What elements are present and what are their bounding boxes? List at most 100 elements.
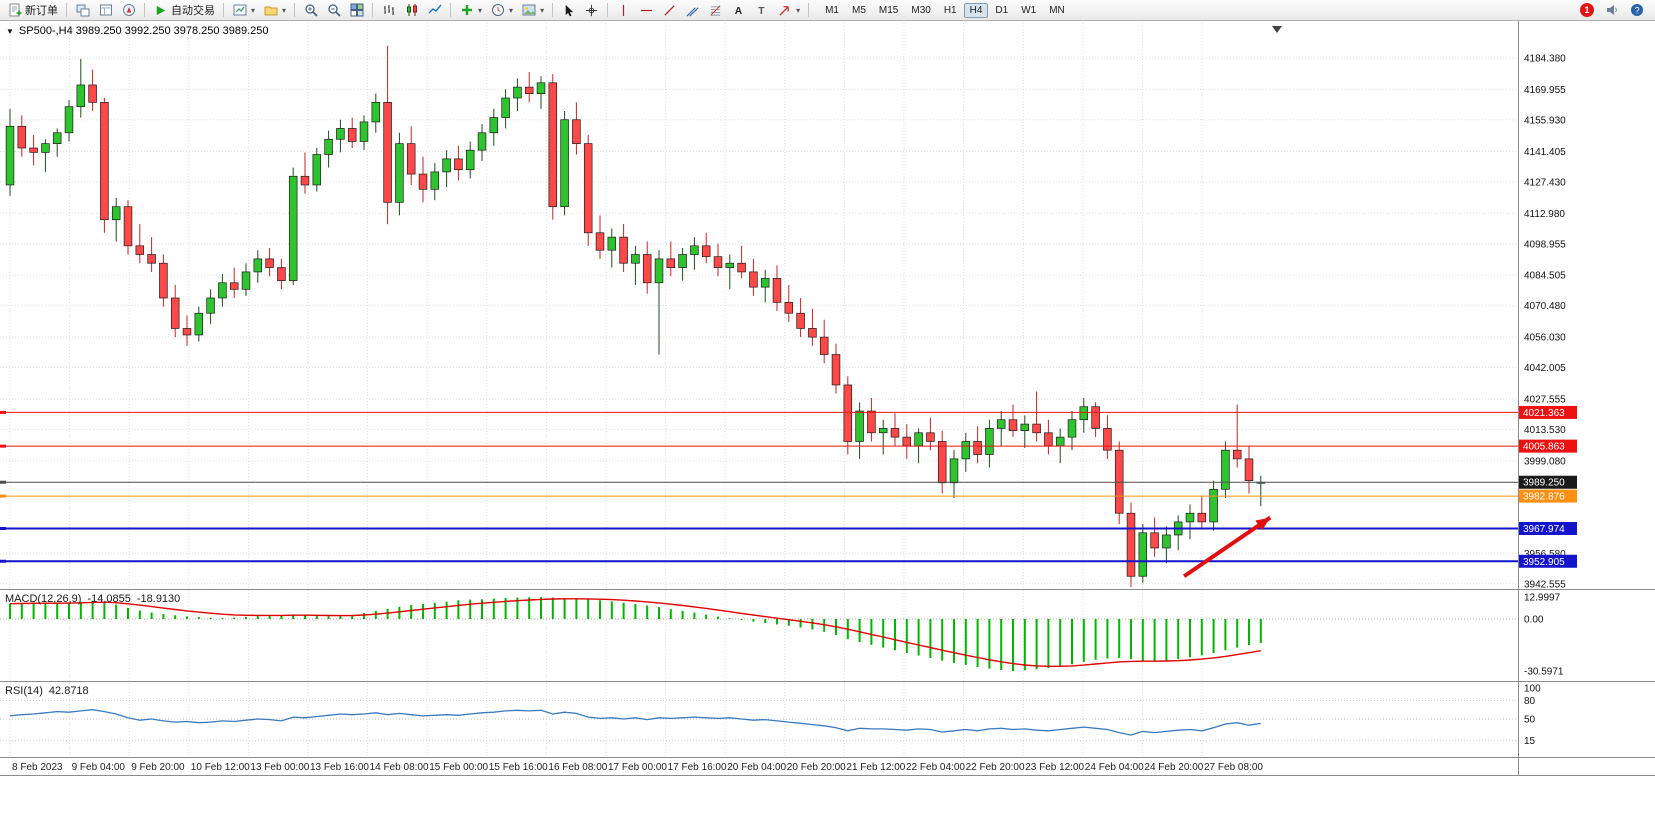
candle-body <box>701 245 711 258</box>
time-axis-label: 23 Feb 12:00 <box>1025 762 1084 773</box>
zoom-in-button[interactable] <box>299 1 322 20</box>
candle-body <box>831 354 841 386</box>
channel-tool-button[interactable] <box>681 1 704 20</box>
vertical-line-tool-button[interactable] <box>612 1 635 20</box>
sound-icon[interactable] <box>1604 3 1619 18</box>
periods-button[interactable]: ▾ <box>486 1 517 20</box>
profiles-button[interactable]: ▾ <box>259 1 290 20</box>
candle-body <box>1103 428 1112 451</box>
candle-body <box>595 232 605 251</box>
charts-window-button[interactable] <box>71 1 94 20</box>
fibonacci-tool-button[interactable] <box>704 1 727 20</box>
time-axis-label: 14 Feb 08:00 <box>370 762 429 773</box>
price-tag-label: 3989.250 <box>1523 478 1565 489</box>
candle-body <box>288 175 298 281</box>
market-watch-button[interactable] <box>94 1 117 20</box>
candle-body <box>123 206 133 247</box>
candle-body <box>713 256 723 268</box>
candle-body <box>1067 419 1077 438</box>
candle-body <box>206 297 215 314</box>
channel-icon <box>685 3 700 18</box>
navigator-button[interactable] <box>117 1 140 20</box>
candle-body <box>808 328 817 338</box>
candle-body <box>631 254 640 264</box>
zoom-out-icon <box>326 3 341 18</box>
candle-body <box>277 267 286 281</box>
svg-text:?: ? <box>1634 5 1639 15</box>
price-axis-label: 4098.955 <box>1524 239 1566 250</box>
bar-chart-mode-button[interactable] <box>377 1 400 20</box>
candle-body <box>666 258 676 268</box>
arrows-tool-button[interactable]: ▾ <box>773 1 804 20</box>
candle-body <box>902 436 912 447</box>
price-axis-label: 4112.980 <box>1524 209 1565 220</box>
time-axis-label: 21 Feb 12:00 <box>846 762 905 773</box>
chart-area[interactable]: 8 Feb 2023 9 Feb 04:00 9 Feb 20:00 10 Feb 1… <box>0 21 1655 822</box>
candle-body <box>1055 436 1065 447</box>
candle-body <box>76 84 86 108</box>
new-order-button[interactable]: 新订单 <box>3 0 62 20</box>
timeframe-button-m1[interactable]: M1 <box>819 3 845 18</box>
rsi-axis-label: 15 <box>1524 736 1536 747</box>
zoom-in-icon <box>303 3 318 18</box>
trend-arrow-annotation[interactable] <box>1182 515 1272 578</box>
toolbar-separator <box>223 3 224 17</box>
auto-trading-button[interactable]: 自动交易 <box>149 0 219 20</box>
price-tag-label: 4021.363 <box>1523 408 1565 419</box>
time-axis-label: 9 Feb 20:00 <box>131 762 185 773</box>
timeframe-button-h1[interactable]: H1 <box>938 3 963 18</box>
level-left-anchor <box>0 494 6 498</box>
candle-body <box>843 384 853 442</box>
timeframe-button-d1[interactable]: D1 <box>989 3 1014 18</box>
level-left-anchor <box>0 410 6 414</box>
help-icon[interactable]: ? <box>1629 3 1644 18</box>
timeframe-button-m30[interactable]: M30 <box>905 3 936 18</box>
price-axis-label: 3956.580 <box>1524 549 1566 560</box>
candle-body <box>1079 406 1089 421</box>
candlestick-mode-button[interactable] <box>400 1 423 20</box>
macd-signal-value: -18.9130 <box>136 593 181 605</box>
price-tag-label: 4005.863 <box>1523 442 1565 453</box>
crosshair-button[interactable] <box>580 1 603 20</box>
candle-body <box>760 278 770 288</box>
label-tool-button[interactable]: T <box>750 1 773 20</box>
one-click-trading-toggle-icon[interactable]: ▼ <box>6 26 14 36</box>
text-icon: A <box>731 3 746 18</box>
time-axis-label: 8 Feb 2023 <box>12 762 63 773</box>
candle-body <box>52 132 62 145</box>
timeframe-button-m15[interactable]: M15 <box>873 3 904 18</box>
time-axis-label: 20 Feb 04:00 <box>727 762 786 773</box>
candle-body <box>914 432 923 447</box>
price-tag <box>1519 439 1577 453</box>
level-left-anchor <box>0 526 6 530</box>
shift-marker-icon[interactable] <box>1272 26 1282 33</box>
candle-body <box>749 271 758 288</box>
candle-body <box>1114 449 1124 514</box>
notification-badge[interactable]: 1 <box>1580 3 1594 17</box>
templates-button[interactable]: ▾ <box>517 1 548 20</box>
chart-quote-header: ▼ SP500-,H4 3989.250 3992.250 3978.250 3… <box>6 25 268 37</box>
candle-body <box>501 97 510 118</box>
cursor-button[interactable] <box>557 1 580 20</box>
timeframe-button-w1[interactable]: W1 <box>1015 3 1042 18</box>
candle-body <box>890 428 900 438</box>
candle-body <box>64 106 74 134</box>
candle-body <box>1091 406 1100 429</box>
timeframe-button-m5[interactable]: M5 <box>846 3 872 18</box>
trendline-tool-button[interactable] <box>658 1 681 20</box>
tile-windows-button[interactable] <box>345 1 368 20</box>
candle-body <box>265 258 274 268</box>
text-tool-button[interactable]: A <box>727 1 750 20</box>
horizontal-line-tool-button[interactable] <box>635 1 658 20</box>
new-chart-button[interactable]: ▾ <box>228 1 259 20</box>
price-axis-label: 4042.005 <box>1524 363 1566 374</box>
line-chart-mode-button[interactable] <box>423 1 446 20</box>
timeframe-button-h4[interactable]: H4 <box>963 2 989 18</box>
timeframe-button-mn[interactable]: MN <box>1043 3 1071 18</box>
zoom-out-button[interactable] <box>322 1 345 20</box>
price-axis-label: 4027.555 <box>1524 394 1566 405</box>
indicators-button[interactable]: ▾ <box>455 1 486 20</box>
time-axis-label: 15 Feb 16:00 <box>489 762 548 773</box>
candle-body <box>442 158 451 173</box>
